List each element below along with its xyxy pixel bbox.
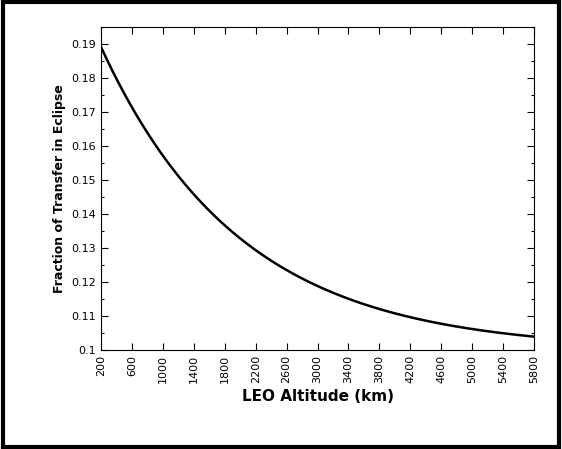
X-axis label: LEO Altitude (km): LEO Altitude (km) <box>242 389 393 404</box>
Y-axis label: Fraction of Transfer in Eclipse: Fraction of Transfer in Eclipse <box>53 84 66 293</box>
